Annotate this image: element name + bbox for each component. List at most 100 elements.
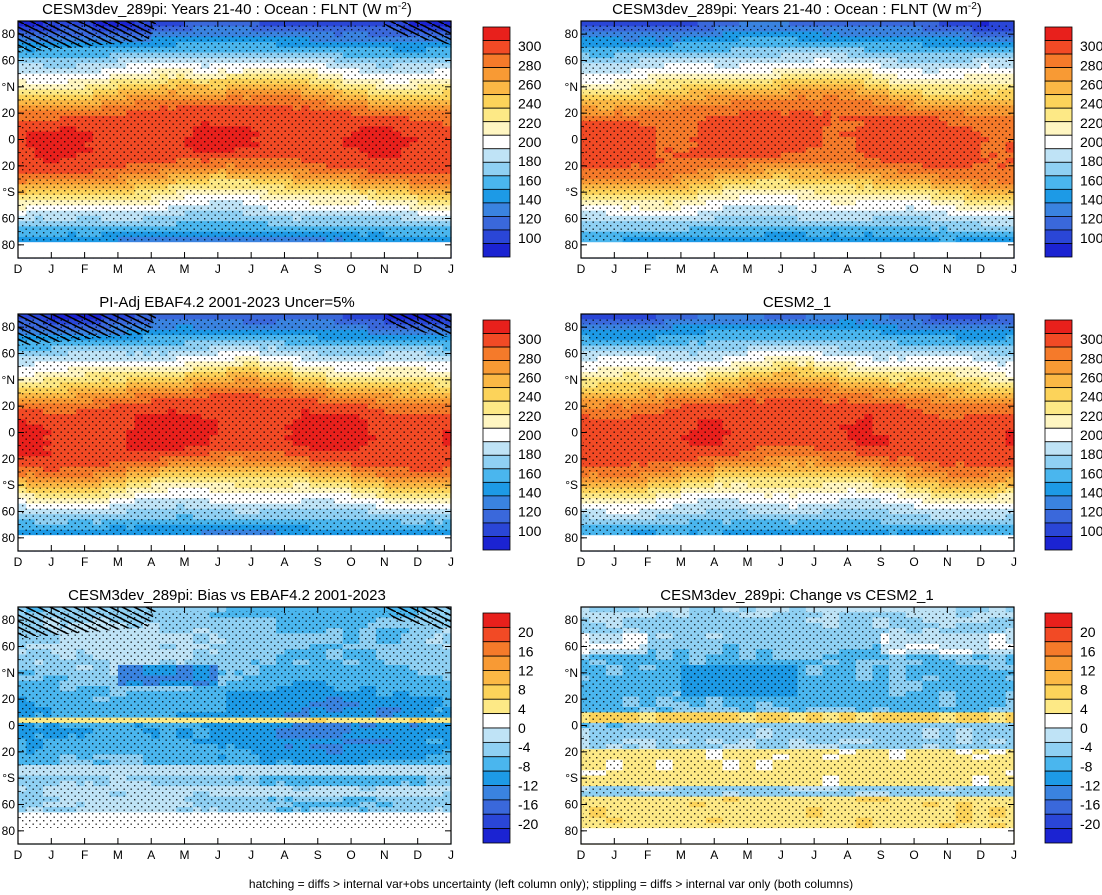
y-tick-label: °N [2,80,15,94]
heatmap-cell [292,21,302,27]
y-tick-label: 80 [2,238,16,252]
colorbar-swatch [1044,80,1073,96]
colorbar-label: 100 [1080,230,1102,246]
heatmap-cell [217,21,227,27]
heatmap-cell [722,21,732,27]
x-tick-label: F [644,262,651,276]
x-tick-label: D [976,262,985,276]
x-tick-label: M [676,262,686,276]
y-tick-label: 80 [2,27,16,41]
heatmap-cell [159,21,169,27]
colorbar-swatch [482,229,511,244]
colorbar-swatch [482,134,511,150]
y-tick-label: 60 [565,54,579,68]
colorbar-label: 200 [1080,134,1102,150]
heatmap-cell [589,21,599,27]
heatmap-cell [930,21,940,27]
colorbar-label: 220 [1080,115,1102,131]
heatmap-cell [739,21,749,27]
heatmap-cell [772,21,782,27]
heatmap-cell [242,21,252,27]
masked-band [18,242,451,258]
x-tick-label: J [248,262,254,276]
heatmap-cell [259,21,269,27]
x-tick-label: A [280,262,288,276]
heatmap-cell [789,21,799,27]
x-tick-label: D [14,262,23,276]
heatmap-cell [359,21,369,27]
colorbar-swatch [1044,202,1073,217]
x-tick-label: M [743,262,753,276]
colorbar-label: 240 [518,96,542,112]
chart-title: CESM3dev_289pi: Years 21-40 : Ocean : FL… [612,1,982,19]
colorbar-swatch [482,53,511,68]
x-tick-label: J [1011,262,1017,276]
title-end: ) [977,1,982,18]
colorbar-swatch [482,243,511,258]
colorbar-swatch [1044,40,1073,55]
heatmap-cell [192,21,202,27]
heatmap-cell [980,21,990,27]
hatching-region [18,21,158,53]
heatmap-cell [184,21,194,27]
colorbar-label: 300 [1080,38,1102,54]
heatmap-cell [376,21,385,27]
heatmap-cell [689,21,699,27]
colorbar-swatch [1044,229,1073,244]
heatmap-cell [922,21,932,27]
y-tick-label: 80 [565,238,579,252]
y-tick-label: 60 [2,212,16,226]
y-tick-label: 0 [571,133,578,147]
heatmap-cell [905,21,915,27]
x-tick-label: N [380,262,389,276]
colorbar-label: 240 [1080,96,1102,112]
colorbar-swatch [482,94,511,109]
heatmap-cell [614,21,624,27]
colorbar-label: 160 [518,172,542,188]
heatmap-cell [897,21,907,27]
colorbar-label: 160 [1080,172,1102,188]
x-tick-label: J [778,262,784,276]
colorbar-swatch [1044,243,1073,258]
heatmap-cell [622,21,632,27]
x-tick-label: O [909,262,918,276]
colorbar-label: 280 [518,57,542,73]
heatmap-cell [639,21,649,27]
colorbar-swatch [482,202,511,217]
chart-title: CESM3dev_289pi: Years 21-40 : Ocean : FL… [42,1,412,19]
colorbar-swatch [482,148,511,163]
colorbar-swatch [1044,53,1073,68]
heatmap-cell [284,21,294,27]
colorbar-label: 100 [518,230,542,246]
colorbar-swatch [482,107,511,123]
colorbar-label: 180 [518,153,542,169]
colorbar-swatch [1044,216,1073,231]
hatching-region [381,21,451,45]
stippling-overlay [583,25,1012,242]
heatmap-cell [334,21,344,27]
heatmap-cell [764,21,774,27]
colorbar-swatch [1044,67,1073,82]
heatmap-cell [680,21,690,27]
y-tick-label: 60 [565,212,579,226]
heatmap-cell [301,21,311,27]
heatmap-cell [605,21,615,27]
colorbar-swatch [482,161,511,177]
colorbar-swatch [482,40,511,55]
x-tick-label: A [843,262,851,276]
heatmap-cell [326,21,336,27]
heatmap-cell [972,21,982,27]
colorbar-label: 200 [518,134,542,150]
colorbar-label: 140 [518,192,542,208]
colorbar-swatch [482,80,511,96]
heatmap-cell [872,21,882,27]
heatmap-cell [914,21,924,27]
heatmap-cell [276,21,286,27]
title-superscript: -2 [968,1,977,12]
heatmap-cell [176,21,186,27]
x-tick-label: J [611,262,617,276]
colorbar-swatch [482,26,511,41]
